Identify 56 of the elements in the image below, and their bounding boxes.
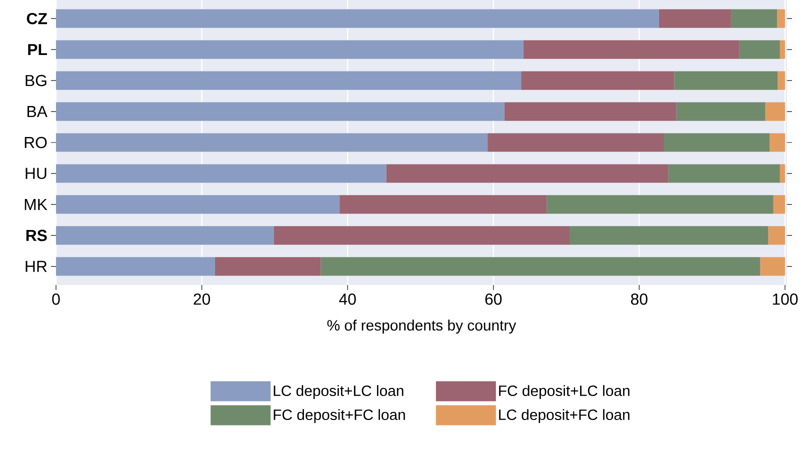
x-tick-label: 0 [52,294,60,305]
y-tick-label: MK [24,198,48,210]
bar [214,257,321,276]
bar [780,40,786,59]
y-tick-label: HR [26,260,47,272]
legend-label: FC deposit+LC loan [499,385,630,400]
x-tick-label: 40 [339,294,356,305]
x-axis-title: % of respondents by country [327,320,516,334]
bar [773,195,786,214]
bar [668,164,780,183]
bar [570,226,768,245]
y-tick-label: HU [26,168,46,180]
bar [521,71,674,90]
x-tick-label: 100 [772,294,798,305]
bar [658,9,732,28]
bar [56,164,386,183]
x-tick-label: 80 [631,294,648,305]
bar [56,102,504,121]
bar [56,226,274,245]
bar [664,133,770,152]
bar [676,102,766,121]
bar [780,164,786,183]
y-tick-label: PL [28,44,47,56]
legend-label: LC deposit+LC loan [274,385,404,400]
bar [56,257,215,276]
bar [320,257,760,276]
bar [765,102,786,121]
bar [768,226,786,245]
y-tick-label: BG [26,74,46,86]
bar [56,71,522,90]
bar [504,102,676,121]
x-tick-label: 60 [485,294,502,305]
bar [340,195,547,214]
bar [523,40,740,59]
bar [56,195,340,214]
legend-label: LC deposit+FC loan [499,409,630,424]
bar [776,9,786,28]
bar [274,226,570,245]
bar [674,71,778,90]
legend-label: FC deposit+FC loan [274,409,405,424]
bar [731,9,777,28]
bar [546,195,774,214]
bar [488,133,664,152]
bar [778,71,786,90]
y-tick-label: CZ [26,12,48,24]
bar [770,133,786,152]
bar [386,164,668,183]
bar [739,40,780,59]
bar [760,257,786,276]
bar [56,40,524,59]
y-tick-label: RO [24,136,47,148]
bar [56,133,488,152]
bar [56,9,659,28]
y-tick-label: BA [28,106,48,118]
x-tick-label: 20 [194,294,210,305]
y-tick-label: RS [26,230,47,242]
